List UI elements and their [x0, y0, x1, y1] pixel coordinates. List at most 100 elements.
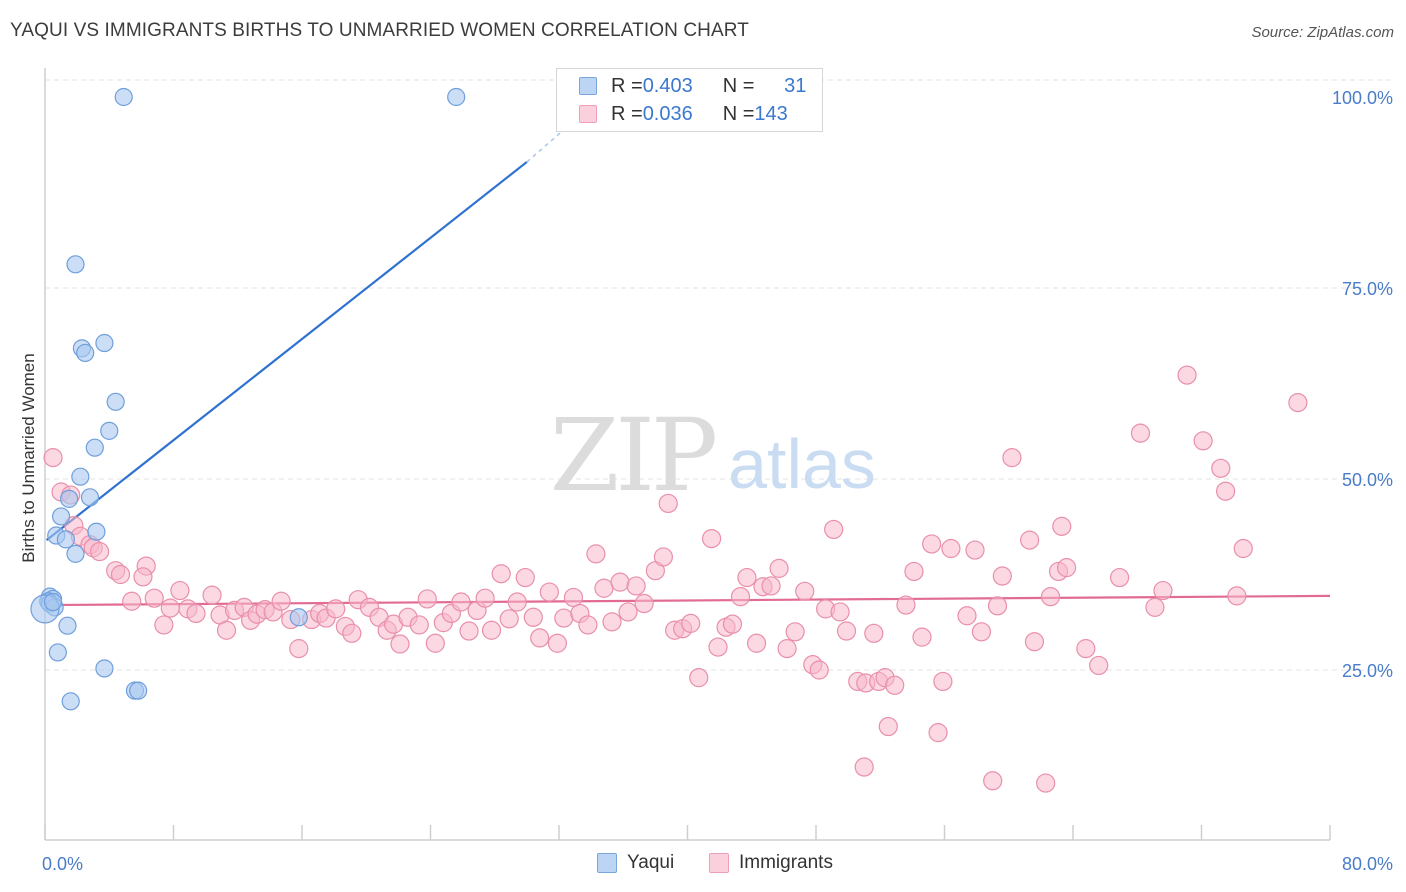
immigrants-point	[809, 660, 829, 680]
immigrants-point	[425, 633, 445, 653]
immigrants-point	[1227, 586, 1247, 606]
y-tick-label: 100.0%	[1332, 88, 1393, 108]
yaqui-point	[43, 592, 63, 612]
legend-n-label: N =	[722, 102, 755, 125]
immigrants-point	[554, 608, 574, 628]
immigrants-point	[417, 589, 437, 609]
immigrants-point	[864, 623, 884, 643]
yaqui-point	[80, 488, 100, 507]
immigrants-point	[1052, 516, 1072, 536]
trend-lines	[44, 119, 1331, 607]
immigrants-point	[1177, 365, 1197, 385]
immigrants-point	[563, 587, 584, 608]
immigrants-point	[160, 598, 180, 618]
immigrants-point	[1215, 481, 1236, 501]
bottom-legend-yaqui: Yaqui	[597, 852, 674, 874]
immigrants-point	[957, 606, 977, 626]
immigrants-point	[1040, 587, 1061, 607]
immigrants-point	[987, 596, 1008, 616]
immigrants-point	[481, 620, 502, 640]
yaqui-trend-extension	[526, 119, 576, 163]
immigrants-point	[896, 595, 916, 615]
yaqui-point	[76, 343, 95, 363]
immigrants-point	[761, 576, 781, 596]
immigrants-point	[653, 547, 674, 567]
yaqui-point	[447, 87, 466, 107]
y-axis-label: Births to Unmarried Women	[19, 353, 38, 562]
y-tick-label: 25.0%	[1342, 661, 1393, 681]
y-tick-label: 50.0%	[1342, 470, 1393, 490]
source-credit: Source: ZipAtlas.com	[1251, 24, 1394, 41]
yaqui-point	[48, 643, 67, 662]
immigrants-point	[1020, 530, 1040, 550]
immigrants-point	[785, 622, 805, 642]
yaqui-points	[30, 87, 466, 711]
immigrants-point	[777, 639, 797, 659]
immigrants-point	[586, 544, 606, 564]
bottom-legend-label-immigrants: Immigrants	[739, 852, 833, 873]
yaqui-point	[66, 544, 85, 563]
immigrants-point	[144, 588, 164, 608]
legend-row-immigrants: R = 0.036 N = 143	[579, 101, 806, 127]
immigrants-point	[992, 566, 1012, 586]
immigrants-point	[110, 564, 131, 585]
immigrants-point	[499, 609, 519, 629]
watermark-atlas: atlas	[728, 425, 876, 503]
immigrants-point	[737, 567, 757, 588]
stats-legend: R = 0.403 N = 31 R = 0.036 N = 143	[556, 68, 823, 132]
immigrants-point	[836, 621, 857, 641]
immigrants-point	[390, 634, 410, 654]
immigrants-point	[271, 591, 291, 611]
immigrants-point	[1288, 393, 1308, 413]
immigrants-point	[578, 615, 598, 635]
immigrants-point	[451, 592, 471, 612]
immigrants-point	[170, 580, 190, 601]
immigrants-point	[154, 615, 174, 635]
immigrants-point	[626, 576, 646, 596]
immigrants-point	[824, 519, 844, 540]
immigrants-point	[983, 771, 1003, 791]
immigrants-point	[1109, 567, 1130, 588]
yaqui-point	[114, 87, 133, 107]
immigrants-point	[507, 592, 527, 612]
legend-n-label: N =	[722, 74, 755, 97]
yaqui-point	[87, 522, 106, 541]
bottom-legend-immigrants: Immigrants	[709, 852, 833, 874]
immigrants-point	[594, 578, 614, 598]
immigrants-point	[658, 493, 678, 514]
legend-row-yaqui: R = 0.403 N = 31	[579, 73, 806, 99]
immigrants-point	[491, 564, 511, 584]
legend-r-value: 0.036	[642, 102, 693, 125]
immigrants-point	[409, 615, 429, 635]
legend-swatch-immigrants	[579, 105, 597, 123]
immigrants-point	[216, 620, 237, 640]
bottom-legend-swatch-immigrants	[709, 853, 729, 873]
immigrants-point	[90, 541, 110, 562]
yaqui-point	[95, 333, 114, 353]
immigrants-point	[1211, 458, 1231, 478]
x-tick-label: 0.0%	[42, 854, 83, 874]
immigrants-point	[459, 621, 479, 641]
yaqui-point	[61, 692, 80, 711]
immigrants-point	[854, 757, 874, 777]
immigrants-point	[1130, 423, 1151, 443]
immigrants-point	[133, 567, 153, 587]
immigrants-point	[681, 613, 701, 633]
immigrants-point	[122, 591, 142, 611]
immigrants-point	[43, 448, 63, 468]
yaqui-point	[71, 467, 90, 486]
legend-r-label: R =	[611, 74, 643, 97]
yaqui-point	[129, 681, 148, 700]
immigrants-point	[971, 622, 992, 642]
legend-n-value: 31	[784, 74, 807, 97]
immigrants-point	[722, 614, 743, 634]
immigrants-point	[941, 538, 961, 559]
legend-r-value: 0.403	[642, 74, 693, 97]
immigrants-points	[43, 365, 1308, 793]
immigrants-point	[1153, 580, 1173, 601]
immigrants-point	[730, 587, 751, 607]
yaqui-point	[289, 608, 308, 627]
immigrants-point	[1145, 597, 1165, 617]
immigrants-point	[830, 602, 850, 622]
yaqui-point	[51, 507, 71, 526]
